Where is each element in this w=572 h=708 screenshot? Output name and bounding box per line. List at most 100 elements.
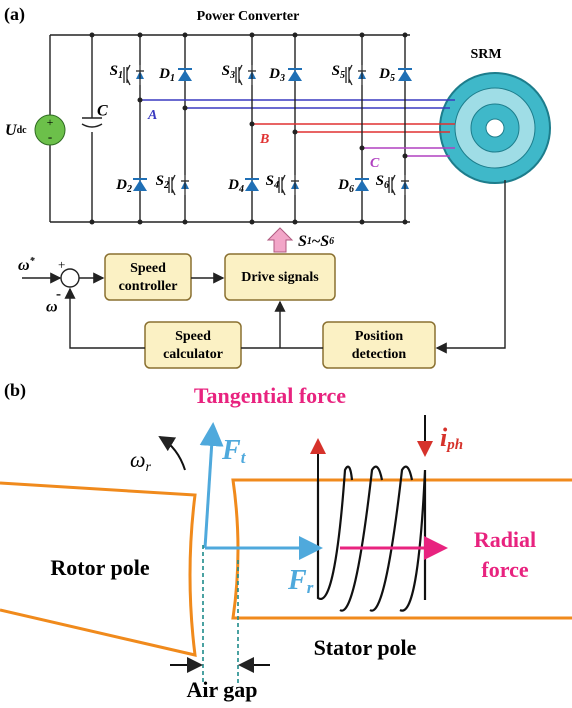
device-letter: D — [227, 177, 239, 193]
device-label: D5 — [378, 66, 395, 84]
device-letter: D — [115, 177, 127, 193]
diode — [178, 70, 192, 81]
coil — [318, 467, 425, 611]
panel-label: (b) — [4, 380, 26, 401]
device-label: D2 — [115, 177, 132, 195]
phase-wire — [140, 100, 455, 108]
device-letter: D — [158, 66, 170, 82]
omega-label: ωr — [130, 447, 152, 475]
device-letter: D — [337, 177, 349, 193]
device-label: S5 — [332, 63, 345, 81]
device-label: S1 — [110, 63, 123, 81]
node — [293, 220, 298, 225]
block-text: Speed — [175, 329, 211, 344]
device-index: 3 — [229, 70, 235, 81]
node — [293, 33, 298, 38]
node — [138, 220, 143, 225]
device-index: 6 — [349, 184, 354, 195]
device-index: 4 — [238, 184, 244, 195]
device-letter: S — [156, 173, 164, 189]
block-text: Drive signals — [241, 270, 319, 285]
device-index: 5 — [340, 70, 345, 81]
diode — [355, 180, 369, 191]
node — [138, 33, 143, 38]
block-text: detection — [352, 347, 407, 362]
device-index: 6 — [384, 180, 389, 191]
device-label: S3 — [222, 63, 235, 81]
tangential-label: Tangential force — [194, 383, 346, 408]
node — [138, 98, 143, 103]
node — [250, 220, 255, 225]
device-index: 2 — [126, 184, 132, 195]
block-text: calculator — [163, 347, 223, 362]
radial-label: force — [481, 557, 528, 582]
phase-label: C — [370, 156, 380, 171]
node — [403, 220, 408, 225]
device-letter: S — [266, 173, 274, 189]
diode — [133, 180, 147, 191]
device-letter: S — [376, 173, 384, 189]
device-label: D1 — [158, 66, 175, 84]
node — [90, 220, 95, 225]
device-index: 2 — [163, 180, 169, 191]
device-index: 1 — [118, 70, 123, 81]
radial-label: Radial — [474, 527, 536, 552]
node — [360, 146, 365, 151]
diode — [245, 180, 259, 191]
source-label: Udc — [5, 122, 27, 139]
airgap-label: Air gap — [186, 677, 257, 702]
node — [250, 122, 255, 127]
device-label: S4 — [266, 173, 279, 191]
device-label: D4 — [227, 177, 244, 195]
figure: (a) Power Converter SRM + - Udc C Speed … — [0, 0, 572, 708]
stator-label: Stator pole — [314, 635, 417, 660]
node — [183, 220, 188, 225]
feedback-label: ω — [46, 299, 58, 316]
plus-sign: + — [58, 257, 65, 272]
device-letter: S — [222, 63, 230, 79]
device-index: 3 — [279, 73, 285, 84]
signal-label: S1~S6 — [298, 233, 334, 250]
signal-arrow — [268, 228, 292, 252]
node — [90, 33, 95, 38]
device-letter: S — [332, 63, 340, 79]
phase-label: B — [259, 132, 269, 147]
panel-label: (a) — [4, 4, 25, 25]
device-index: 1 — [170, 73, 175, 84]
block-text: Position — [355, 329, 403, 344]
device-label: S2 — [156, 173, 169, 191]
capacitor-label: C — [97, 103, 108, 120]
tangential-arrow — [205, 425, 213, 548]
device-index: 5 — [390, 73, 395, 84]
node — [183, 33, 188, 38]
device-label: D3 — [268, 66, 285, 84]
reference-label: ω* — [18, 256, 36, 273]
source-minus: - — [48, 129, 52, 144]
rotation-arrow — [160, 437, 185, 470]
node — [403, 33, 408, 38]
rotor-label: Rotor pole — [50, 555, 149, 580]
node — [403, 154, 408, 159]
converter-title: Power Converter — [197, 9, 300, 24]
motor-label: SRM — [470, 47, 501, 62]
device-label: D6 — [337, 177, 354, 195]
srm-motor — [440, 73, 550, 183]
phase-wire — [252, 124, 455, 132]
phase-label: A — [147, 108, 157, 123]
device-index: 4 — [273, 180, 279, 191]
source-plus: + — [47, 115, 54, 129]
device-letter: D — [268, 66, 280, 82]
node — [293, 130, 298, 135]
device-letter: D — [378, 66, 390, 82]
node — [360, 220, 365, 225]
node — [250, 33, 255, 38]
diode — [288, 70, 302, 81]
phase-wire — [362, 148, 455, 156]
block-text: Speed — [130, 261, 166, 276]
device-label: S6 — [376, 173, 389, 191]
diode — [398, 70, 412, 81]
fr-label: Fr — [287, 565, 314, 596]
block-text: controller — [119, 279, 178, 294]
current-label: iph — [440, 423, 463, 453]
device-letter: S — [110, 63, 118, 79]
